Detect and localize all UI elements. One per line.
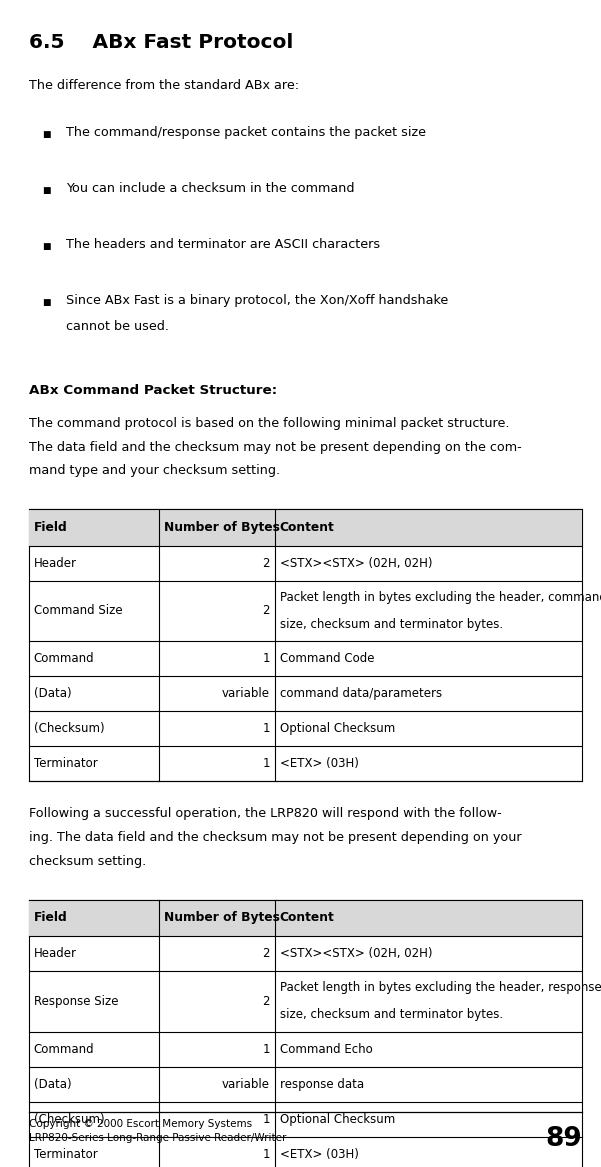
Text: The command protocol is based on the following minimal packet structure.: The command protocol is based on the fol… xyxy=(29,417,510,429)
Text: ■: ■ xyxy=(42,242,50,251)
Text: Following a successful operation, the LRP820 will respond with the follow-: Following a successful operation, the LR… xyxy=(29,808,502,820)
Text: Command Echo: Command Echo xyxy=(279,1042,373,1056)
Text: Terminator: Terminator xyxy=(34,757,97,770)
Text: 2: 2 xyxy=(263,605,270,617)
Text: Content: Content xyxy=(279,911,334,924)
Text: response data: response data xyxy=(279,1077,364,1091)
Text: 89: 89 xyxy=(545,1126,582,1152)
Bar xyxy=(29,510,582,546)
Text: 1: 1 xyxy=(263,722,270,735)
Text: size, checksum and terminator bytes.: size, checksum and terminator bytes. xyxy=(279,1008,503,1021)
Text: Number of Bytes: Number of Bytes xyxy=(163,520,279,534)
Text: 2: 2 xyxy=(263,557,270,569)
Text: variable: variable xyxy=(222,1077,270,1091)
Text: You can include a checksum in the command: You can include a checksum in the comman… xyxy=(66,182,355,195)
Text: Field: Field xyxy=(34,520,67,534)
Text: Optional Checksum: Optional Checksum xyxy=(279,1112,395,1126)
Text: Command: Command xyxy=(34,1042,94,1056)
Text: 6.5    ABx Fast Protocol: 6.5 ABx Fast Protocol xyxy=(29,33,293,51)
Text: Header: Header xyxy=(34,557,77,569)
Text: 1: 1 xyxy=(263,1042,270,1056)
Text: variable: variable xyxy=(222,687,270,700)
Text: Command Size: Command Size xyxy=(34,605,122,617)
Text: 1: 1 xyxy=(263,652,270,665)
Text: cannot be used.: cannot be used. xyxy=(66,320,169,333)
Text: <STX><STX> (02H, 02H): <STX><STX> (02H, 02H) xyxy=(279,557,432,569)
Text: Copyright © 2000 Escort Memory Systems
LRP820-Series Long-Range Passive Reader/W: Copyright © 2000 Escort Memory Systems L… xyxy=(29,1119,286,1144)
Text: Since ABx Fast is a binary protocol, the Xon/Xoff handshake: Since ABx Fast is a binary protocol, the… xyxy=(66,294,448,307)
Text: The command/response packet contains the packet size: The command/response packet contains the… xyxy=(66,126,426,139)
Text: ■: ■ xyxy=(42,130,50,139)
Text: The data field and the checksum may not be present depending on the com-: The data field and the checksum may not … xyxy=(29,441,522,454)
Text: 1: 1 xyxy=(263,1112,270,1126)
Text: <STX><STX> (02H, 02H): <STX><STX> (02H, 02H) xyxy=(279,946,432,960)
Text: Packet length in bytes excluding the header, command: Packet length in bytes excluding the hea… xyxy=(279,591,601,605)
Text: (Data): (Data) xyxy=(34,1077,72,1091)
Text: command data/parameters: command data/parameters xyxy=(279,687,442,700)
Text: Header: Header xyxy=(34,946,77,960)
Text: Command: Command xyxy=(34,652,94,665)
Text: 2: 2 xyxy=(263,994,270,1008)
Text: ■: ■ xyxy=(42,186,50,195)
Text: <ETX> (03H): <ETX> (03H) xyxy=(279,757,359,770)
Text: <ETX> (03H): <ETX> (03H) xyxy=(279,1147,359,1161)
Text: ■: ■ xyxy=(42,298,50,307)
Text: 2: 2 xyxy=(263,946,270,960)
Bar xyxy=(29,900,582,936)
Bar xyxy=(29,510,582,782)
Text: mand type and your checksum setting.: mand type and your checksum setting. xyxy=(29,464,280,477)
Text: Field: Field xyxy=(34,911,67,924)
Text: Packet length in bytes excluding the header, response: Packet length in bytes excluding the hea… xyxy=(279,981,601,994)
Text: 1: 1 xyxy=(263,1147,270,1161)
Text: Response Size: Response Size xyxy=(34,994,118,1008)
Text: (Checksum): (Checksum) xyxy=(34,1112,105,1126)
Text: checksum setting.: checksum setting. xyxy=(29,855,146,868)
Text: size, checksum and terminator bytes.: size, checksum and terminator bytes. xyxy=(279,617,503,631)
Text: The difference from the standard ABx are:: The difference from the standard ABx are… xyxy=(29,79,299,92)
Text: 1: 1 xyxy=(263,757,270,770)
Text: Content: Content xyxy=(279,520,334,534)
Text: (Checksum): (Checksum) xyxy=(34,722,105,735)
Text: Optional Checksum: Optional Checksum xyxy=(279,722,395,735)
Text: Terminator: Terminator xyxy=(34,1147,97,1161)
Text: ABx Command Packet Structure:: ABx Command Packet Structure: xyxy=(29,384,277,397)
Text: (Data): (Data) xyxy=(34,687,72,700)
Text: The headers and terminator are ASCII characters: The headers and terminator are ASCII cha… xyxy=(66,238,380,251)
Text: ing. The data field and the checksum may not be present depending on your: ing. The data field and the checksum may… xyxy=(29,831,522,844)
Text: Command Code: Command Code xyxy=(279,652,374,665)
Bar xyxy=(29,900,582,1167)
Text: Number of Bytes: Number of Bytes xyxy=(163,911,279,924)
